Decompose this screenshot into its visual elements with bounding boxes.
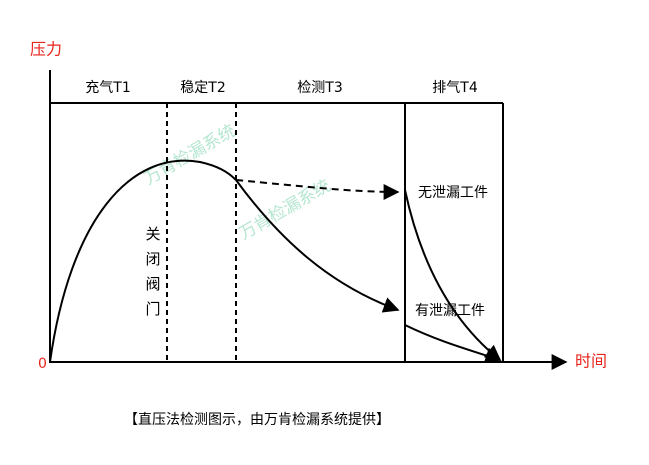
y-axis-label: 压力 [30,40,62,59]
phase-label: 充气T1 [85,80,130,96]
watermark: 万肯检漏系统 [141,121,239,189]
phase-label: 排气T4 [432,80,478,96]
phase-label: 稳定T2 [180,80,225,96]
frame [49,70,568,370]
phase-label: 检测T3 [297,80,342,96]
watermark: 万肯检漏系统 [236,176,334,244]
curve-label: 无泄漏工件 [418,185,488,201]
curves [49,159,502,364]
caption: 【直压法检测图示，由万肯检漏系统提供】 [124,411,390,428]
x-axis-label: 时间 [575,352,607,371]
valve-label: 关闭阀门 [144,226,162,326]
origin-label: 0 [38,356,47,372]
curve-label: 有泄漏工件 [415,303,485,319]
